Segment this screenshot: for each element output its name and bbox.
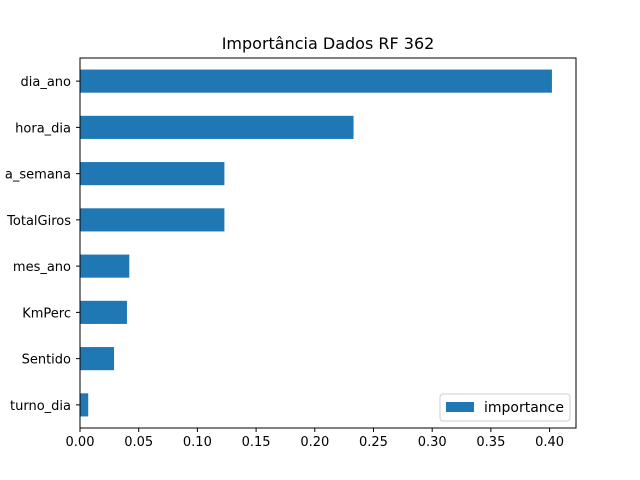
y-tick-label: mes_ano [13,260,71,275]
legend-box [439,393,571,422]
bar-hora_dia [80,115,354,139]
y-tick-label: KmPerc [22,306,71,321]
chart-title: Importância Dados RF 362 [222,34,435,53]
x-tick-label: 0.10 [183,435,212,450]
y-tick-label: a_semana [5,168,71,183]
y-tick-label: turno_dia [10,399,71,414]
x-tick-label: 0.15 [242,435,271,450]
bar-KmPerc [80,300,127,324]
legend-swatch [446,402,474,412]
y-tick-label: TotalGiros [6,214,71,229]
x-axis-ticks: 0.00 0.05 0.10 0.15 0.20 0.25 0.30 0.35 0.40 [66,428,564,450]
x-tick-label: 0.30 [418,435,447,450]
x-tick-label: 0.35 [476,435,505,450]
bar-turno_dia [80,393,89,417]
bar-Sentido [80,347,115,371]
y-tick-label: Sentido [22,353,71,368]
bar-mes_ano [80,254,130,278]
plot-frame [79,57,577,429]
x-tick-label: 0.00 [66,435,95,450]
x-tick-label: 0.25 [359,435,388,450]
x-tick-label: 0.20 [300,435,329,450]
legend: importance [439,393,571,422]
bars-group [80,69,552,417]
y-axis-ticks: dia_ano hora_dia a_semana TotalGiros mes_ano… [5,75,80,414]
bar-dia_ano [80,69,552,93]
x-tick-label: 0.40 [535,435,564,450]
y-tick-label: hora_dia [15,121,71,136]
bar-TotalGiros [80,208,225,232]
legend-label: importance [484,400,564,416]
bar-dia_semana [80,162,225,186]
y-tick-label: dia_ano [21,75,72,90]
x-tick-label: 0.05 [124,435,153,450]
